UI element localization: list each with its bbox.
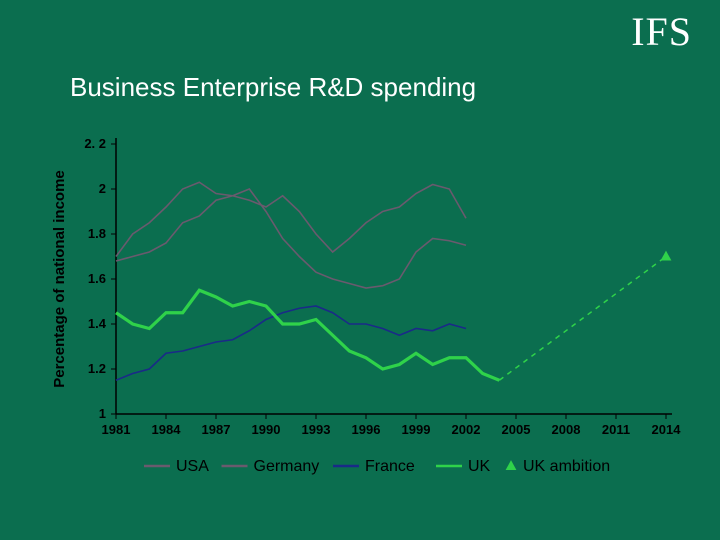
series-uk [116, 290, 499, 380]
y-tick-label: 2. 2 [84, 136, 106, 151]
y-tick-label: 1.4 [88, 316, 107, 331]
y-tick-label: 1 [99, 406, 106, 421]
series-usa [116, 182, 466, 256]
series-france [116, 306, 466, 380]
y-axis-title: Percentage of national income [51, 170, 68, 388]
y-tick-label: 1.2 [88, 361, 106, 376]
x-tick-label: 2011 [602, 422, 630, 437]
legend-label: France [365, 458, 415, 475]
y-tick-label: 2 [99, 181, 106, 196]
legend-label: UK ambition [523, 458, 610, 475]
uk-ambition-marker [661, 251, 672, 261]
x-tick-label: 1987 [202, 422, 231, 437]
legend-label: USA [176, 458, 209, 475]
y-tick-label: 1.6 [88, 271, 106, 286]
x-tick-label: 1996 [352, 422, 381, 437]
logo: IFS [631, 8, 692, 55]
x-tick-label: 1993 [302, 422, 331, 437]
chart-title: Business Enterprise R&D spending [70, 72, 476, 103]
x-tick-label: 2008 [552, 422, 581, 437]
y-tick-label: 1.8 [88, 226, 106, 241]
x-tick-label: 1999 [402, 422, 431, 437]
uk-ambition-projection [499, 257, 666, 381]
x-tick-label: 1990 [252, 422, 281, 437]
x-tick-label: 1984 [152, 422, 182, 437]
line-chart: 1 1.2 1.4 1.6 1.8 2 2. 2 Percentage of national… [46, 124, 686, 504]
x-tick-label: 2005 [502, 422, 531, 437]
x-tick-label: 1981 [102, 422, 131, 437]
legend-label: Germany [254, 458, 320, 475]
x-tick-label: 2002 [452, 422, 481, 437]
x-tick-label: 2014 [652, 422, 682, 437]
legend-marker [506, 460, 517, 470]
legend-label: UK [468, 458, 491, 475]
chart-container: 1 1.2 1.4 1.6 1.8 2 2. 2 Percentage of national… [46, 124, 686, 504]
